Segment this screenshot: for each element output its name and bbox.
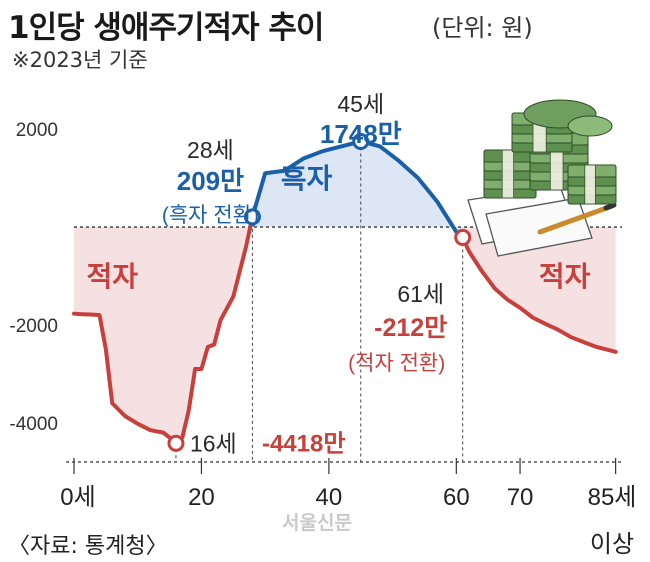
x-tick-label: 0세: [60, 484, 95, 511]
x-tick-label: 85세: [588, 484, 637, 511]
deficit-fill-late: [462, 227, 616, 352]
watermark: 서울신문: [282, 512, 352, 534]
annotation-age-45: 45세: [337, 91, 384, 117]
bill-stack-band: [584, 164, 596, 205]
y-tick-label: -2000: [9, 316, 58, 337]
region-label-deficit: 적자: [86, 260, 138, 293]
region-label-deficit: 적자: [539, 260, 591, 293]
x-tick-label: 70: [507, 484, 534, 511]
pencil-tip: [603, 202, 617, 211]
y-axis-labels: 2000 -2000 -4000: [9, 120, 58, 435]
region-label-surplus: 흑자: [281, 162, 333, 195]
annotation-value-28: 209만: [177, 166, 244, 196]
paper-sheet: [485, 197, 593, 257]
x-tick-label: 40: [316, 484, 343, 511]
highlight-points: [167, 132, 472, 452]
annotation-note-28: (흑자 전환): [162, 204, 259, 227]
annotation-age-28: 28세: [187, 137, 234, 163]
data-point-61: [454, 228, 472, 246]
page-title: 1인당 생애주기적자 추이: [8, 10, 324, 46]
annotation-value-45: 1748만: [320, 119, 402, 149]
x-tick-label: 60: [443, 484, 470, 511]
y-tick-label: 2000: [16, 120, 58, 141]
bill-stack-band: [501, 149, 515, 199]
data-point-28: [243, 208, 261, 226]
subtitle: ※2023년 기준: [12, 48, 148, 72]
surplus-fill: [252, 141, 463, 238]
unit-label: (단위: 원): [432, 14, 533, 42]
deficit-fill-early: [74, 216, 253, 444]
annotation-age-16: 16세: [190, 430, 237, 456]
x-tick-label: 20: [188, 484, 215, 511]
series-line-deficit-late: [460, 235, 618, 354]
annotation-value-16: -4418만: [262, 430, 345, 457]
bill-fan: [567, 115, 613, 137]
y-tick-label: -4000: [9, 414, 58, 435]
annotation-age-61: 61세: [397, 281, 444, 307]
data-point-16: [167, 434, 185, 452]
x-tick-label-line2: 이상: [590, 530, 634, 558]
annotation-value-61: -212만: [374, 314, 447, 342]
pencil: [537, 203, 615, 235]
annotation-note-61: (적자 전환): [348, 352, 445, 375]
source-label: 〈자료: 통계청〉: [8, 534, 168, 559]
money-illustration: [467, 99, 617, 257]
region-fills: [74, 141, 616, 444]
data-point-45: [352, 132, 370, 150]
